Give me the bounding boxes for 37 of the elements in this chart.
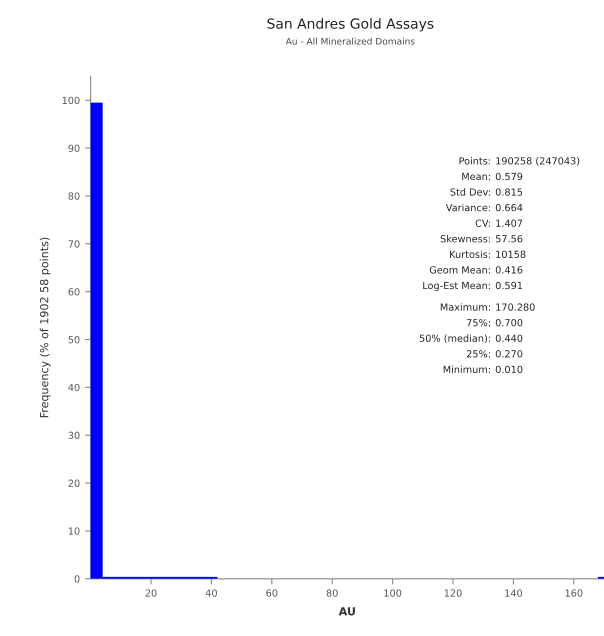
y-tick-label: 20: [68, 480, 80, 487]
y-tick-label: 30: [68, 432, 80, 440]
chart-title: San Andres Gold Assays: [267, 18, 434, 32]
y-tick-label: 40: [68, 384, 80, 392]
annotation: Variance: 0.664: [446, 204, 522, 212]
y-tick-label: 10: [68, 527, 80, 535]
y-tick-label: 80: [68, 192, 80, 200]
y-tick-label: 90: [68, 144, 80, 152]
chart-subtitle: Au - All Mineralized Domains: [286, 38, 415, 45]
y-tick-label: 70: [68, 240, 80, 248]
annotation: 50% (median): 0.440: [420, 334, 522, 344]
annotation: Kurtosis: 10158: [450, 250, 526, 258]
x-tick-label: 80: [326, 589, 338, 597]
annotation: Points: 190258 (247043): [460, 157, 580, 166]
y-tick-label: 50: [68, 336, 80, 344]
x-tick-label: 100: [384, 589, 402, 597]
annotation: 25%: 0.270: [466, 350, 522, 358]
x-axis-title: AU: [338, 607, 355, 616]
y-axis-title: Frequency (% of 1902 58 points): [40, 238, 51, 418]
x-tick-label: 160: [566, 589, 582, 597]
annotation: CV: 1.407: [476, 220, 522, 227]
annotation: Std Dev: 0.815: [450, 188, 522, 196]
y-tick-label: 60: [68, 288, 80, 296]
x-tick-label: 40: [206, 589, 217, 597]
annotation: Log-Est Mean: 0.591: [423, 282, 522, 292]
x-tick-label: 140: [505, 589, 522, 597]
annotation: Minimum: 0.010: [444, 366, 522, 374]
y-tick-label: 0: [74, 575, 80, 583]
annotation: 75%: 0.700: [466, 318, 522, 326]
x-tick-label: 120: [444, 589, 462, 597]
annotation: Geom Mean: 0.416: [430, 266, 522, 274]
x-tick-label: 20: [146, 589, 157, 597]
annotation: Skewness: 57.56: [440, 234, 522, 242]
x-tick-label: 60: [266, 589, 278, 597]
y-tick-label: 100: [62, 96, 80, 104]
annotation: Maximum: 170.280: [440, 303, 535, 311]
annotation: Mean: 0.579: [462, 172, 522, 180]
